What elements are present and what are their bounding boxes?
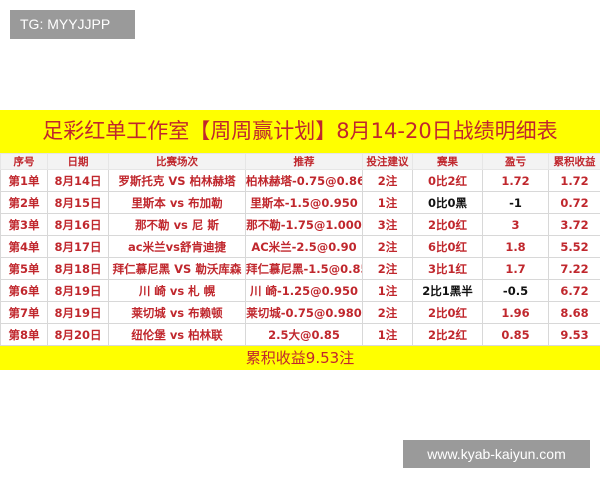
table-cell: 拜仁慕尼黑 VS 勒沃库森 xyxy=(108,257,246,280)
table-cell: 3比1红 xyxy=(412,257,483,280)
watermark-url: www.kyab-kaiyun.com xyxy=(403,440,590,468)
table-row: 第1单 8月14日 罗斯托克 VS 柏林赫塔 柏林赫塔-0.75@0.86 2注 0比2红… xyxy=(0,169,600,192)
column-header: 盈亏 xyxy=(482,153,549,170)
table-cell: 0.72 xyxy=(548,191,600,214)
table-cell: 8月16日 xyxy=(47,213,109,236)
table-cell: 2比1黑半 xyxy=(412,279,483,302)
column-header: 序号 xyxy=(0,153,48,170)
column-header: 赛果 xyxy=(412,153,483,170)
header-row: 序号 日期 比赛场次 推荐 投注建议 赛果 盈亏 累积收益 xyxy=(0,153,600,170)
table-row: 第7单 8月19日 莱切城 vs 布赖顿 莱切城-0.75@0.980 2注 2比0红 1.… xyxy=(0,301,600,324)
table-cell: 拜仁慕尼黑-1.5@0.85 xyxy=(245,257,363,280)
table-cell: 第3单 xyxy=(0,213,48,236)
table-row: 第3单 8月16日 那不勒 vs 尼 斯那不勒-1.75@1.000 3注 2比0红 3 3… xyxy=(0,213,600,236)
table-cell: 8月15日 xyxy=(47,191,109,214)
table-cell: 2.5大@0.85 xyxy=(245,323,363,346)
table-cell: 2注 xyxy=(362,169,413,192)
table-cell: 1注 xyxy=(362,323,413,346)
table-cell: -1 xyxy=(482,191,549,214)
table-cell: 8月19日 xyxy=(47,279,109,302)
table-cell: 纽伦堡 vs 柏林联 xyxy=(108,323,246,346)
table-cell: 第1单 xyxy=(0,169,48,192)
table-cell: 1.72 xyxy=(548,169,600,192)
table-cell: 1注 xyxy=(362,279,413,302)
table-cell: 第4单 xyxy=(0,235,48,258)
table-cell: 8月14日 xyxy=(47,169,109,192)
table-cell: 莱切城-0.75@0.980 xyxy=(245,301,363,324)
table-cell: 里斯本-1.5@0.950 xyxy=(245,191,363,214)
total-summary: 累积收益9.53注 xyxy=(0,346,600,370)
watermark-label: TG: MYYJJPP xyxy=(10,10,135,39)
table-cell: -0.5 xyxy=(482,279,549,302)
table-cell: 0比2红 xyxy=(412,169,483,192)
table-cell: 6比0红 xyxy=(412,235,483,258)
column-header: 比赛场次 xyxy=(108,153,246,170)
table-cell: 第2单 xyxy=(0,191,48,214)
table-cell: 罗斯托克 VS 柏林赫塔 xyxy=(108,169,246,192)
column-header: 日期 xyxy=(47,153,109,170)
table-cell: 1.8 xyxy=(482,235,549,258)
table-row: 第8单 8月20日 纽伦堡 vs 柏林联 2.5大@0.85 1注 2比2红 0.85 9.5… xyxy=(0,323,600,346)
table-cell: 2注 xyxy=(362,235,413,258)
table-cell: 第7单 xyxy=(0,301,48,324)
table-cell: 里斯本 vs 布加勒 xyxy=(108,191,246,214)
table-cell: 9.53 xyxy=(548,323,600,346)
column-header: 投注建议 xyxy=(362,153,413,170)
table-cell: AC米兰-2.5@0.90 xyxy=(245,235,363,258)
table-cell: 0比0黑 xyxy=(412,191,483,214)
table-cell: 3.72 xyxy=(548,213,600,236)
table-cell: 莱切城 vs 布赖顿 xyxy=(108,301,246,324)
table-cell: 8月20日 xyxy=(47,323,109,346)
column-header: 累积收益 xyxy=(548,153,600,170)
table-cell: 6.72 xyxy=(548,279,600,302)
column-header: 推荐 xyxy=(245,153,363,170)
results-table: 序号 日期 比赛场次 推荐 投注建议 赛果 盈亏 累积收益 第1单 8月14日 罗斯托克 VS 柏… xyxy=(0,153,600,346)
table-cell: 2比0红 xyxy=(412,301,483,324)
table-cell: 8月17日 xyxy=(47,235,109,258)
table-cell: 8.68 xyxy=(548,301,600,324)
table-cell: 2注 xyxy=(362,301,413,324)
table-cell: 0.85 xyxy=(482,323,549,346)
table-cell: 川 崎-1.25@0.950 xyxy=(245,279,363,302)
table-cell: 第8单 xyxy=(0,323,48,346)
table-cell: 第6单 xyxy=(0,279,48,302)
table-cell: 1.96 xyxy=(482,301,549,324)
table-cell: 川 崎 vs 札 幌 xyxy=(108,279,246,302)
table-cell: 第5单 xyxy=(0,257,48,280)
page-title: 足彩红单工作室【周周赢计划】8月14-20日战绩明细表 xyxy=(0,110,600,153)
table-cell: 那不勒 vs 尼 斯 xyxy=(108,213,246,236)
table-row: 第4单 8月17日 ac米兰vs舒肯迪捷 AC米兰-2.5@0.90 2注 6比0红 1.8… xyxy=(0,235,600,258)
table-row: 第5单 8月18日 拜仁慕尼黑 VS 勒沃库森 拜仁慕尼黑-1.5@0.85 2注 3比1… xyxy=(0,257,600,280)
table-cell: 7.22 xyxy=(548,257,600,280)
table-cell: 8月18日 xyxy=(47,257,109,280)
table-cell: 1.72 xyxy=(482,169,549,192)
table-cell: 3 xyxy=(482,213,549,236)
table-cell: 那不勒-1.75@1.000 xyxy=(245,213,363,236)
table-cell: 2比0红 xyxy=(412,213,483,236)
table-row: 第2单 8月15日 里斯本 vs 布加勒 里斯本-1.5@0.950 1注 0比0黑 -1 0… xyxy=(0,191,600,214)
table-cell: ac米兰vs舒肯迪捷 xyxy=(108,235,246,258)
table-cell: 1.7 xyxy=(482,257,549,280)
table-cell: 2比2红 xyxy=(412,323,483,346)
table-cell: 1注 xyxy=(362,191,413,214)
table-cell: 2注 xyxy=(362,257,413,280)
table-cell: 5.52 xyxy=(548,235,600,258)
table-cell: 3注 xyxy=(362,213,413,236)
table-cell: 柏林赫塔-0.75@0.86 xyxy=(245,169,363,192)
table-cell: 8月19日 xyxy=(47,301,109,324)
table-row: 第6单 8月19日川 崎 vs 札 幌川 崎-1.25@0.950 1注 2比1黑半 -… xyxy=(0,279,600,302)
